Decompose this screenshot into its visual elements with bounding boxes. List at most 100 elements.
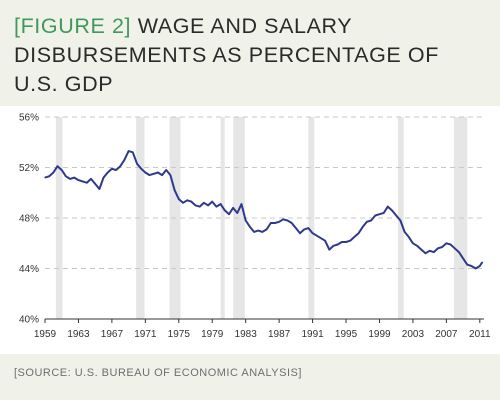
- data-point: [311, 232, 314, 234]
- source-note: [SOURCE: U.S. BUREAU OF ECONOMIC ANALYSI…: [14, 367, 302, 379]
- x-tick-label: 1991: [301, 329, 324, 340]
- data-point: [449, 243, 452, 246]
- data-point: [345, 241, 347, 243]
- data-point: [182, 202, 184, 204]
- data-point: [136, 163, 138, 165]
- data-point: [119, 165, 121, 167]
- data-point: [73, 177, 75, 179]
- data-point: [245, 219, 247, 222]
- data-point: [132, 151, 134, 153]
- data-point: [56, 165, 59, 167]
- data-point: [470, 265, 473, 267]
- recession-band: [136, 117, 145, 319]
- x-tick-label: 1983: [235, 329, 258, 340]
- x-tick-label: 2003: [402, 329, 425, 340]
- data-point: [366, 221, 368, 223]
- data-point: [82, 180, 84, 182]
- data-point: [416, 245, 418, 247]
- data-point: [107, 171, 109, 174]
- data-point: [44, 177, 46, 179]
- data-point: [199, 206, 201, 208]
- series-line: [44, 150, 484, 270]
- title-text: WAGE AND SALARY DISBURSEMENTS AS PERCENT…: [14, 14, 439, 96]
- data-point: [387, 206, 389, 208]
- data-point: [69, 178, 71, 180]
- data-point: [383, 212, 385, 214]
- data-point: [282, 218, 284, 220]
- data-point: [353, 236, 355, 238]
- data-point: [286, 219, 289, 222]
- x-tick-label: 1963: [67, 329, 90, 340]
- data-point: [270, 222, 272, 224]
- data-point: [324, 240, 326, 242]
- data-point: [332, 245, 335, 247]
- data-point: [370, 219, 372, 222]
- data-point: [211, 200, 213, 203]
- data-point: [228, 213, 230, 215]
- data-point: [111, 168, 113, 170]
- data-point: [341, 241, 343, 243]
- x-tick-label: 2011: [469, 329, 491, 340]
- data-point: [253, 231, 255, 233]
- data-point: [299, 232, 301, 234]
- recession-band: [55, 117, 63, 319]
- data-point: [362, 226, 364, 228]
- line-chart: 40% 44% 48% 52% 56% 1959 1963 1967 1971 1975 1979 1…: [19, 113, 491, 341]
- data-point: [257, 230, 259, 232]
- data-point: [153, 173, 155, 175]
- data-point: [303, 228, 305, 230]
- data-point: [90, 178, 92, 180]
- data-point: [399, 219, 401, 222]
- data-point: [408, 236, 410, 238]
- data-point: [77, 179, 80, 181]
- data-point: [320, 237, 322, 239]
- data-point: [157, 171, 159, 174]
- data-point: [249, 226, 251, 228]
- data-point: [165, 169, 167, 171]
- data-point: [140, 168, 142, 170]
- data-point: [316, 235, 318, 237]
- data-point: [337, 243, 339, 246]
- data-point: [61, 169, 63, 171]
- data-point: [475, 267, 477, 270]
- figure-tag: [FIGURE 2]: [14, 14, 132, 38]
- data-point: [203, 202, 205, 204]
- data-point: [437, 247, 439, 249]
- data-point: [412, 242, 414, 244]
- data-point: [186, 199, 188, 201]
- x-tick-label: 1975: [168, 329, 191, 340]
- data-point: [307, 227, 309, 229]
- data-point: [278, 221, 280, 223]
- data-point: [265, 228, 268, 230]
- data-point: [481, 261, 483, 263]
- x-tick-label: 1995: [335, 329, 358, 340]
- x-tick-label: 1987: [268, 329, 291, 340]
- data-point: [403, 231, 406, 233]
- data-point: [98, 188, 100, 190]
- data-point: [224, 209, 226, 212]
- data-point: [194, 204, 197, 206]
- x-tick-label: 1967: [101, 329, 124, 340]
- data-point: [102, 177, 105, 179]
- data-point: [123, 159, 126, 161]
- data-point: [128, 150, 130, 152]
- data-point: [148, 174, 151, 176]
- y-tick-label: 52%: [19, 163, 39, 174]
- data-point: [169, 174, 172, 176]
- data-point: [454, 247, 456, 249]
- data-point: [274, 222, 276, 224]
- data-point: [65, 175, 67, 177]
- data-point: [433, 251, 435, 253]
- data-point: [391, 209, 393, 212]
- data-point: [291, 222, 293, 224]
- x-tick-label: 1971: [134, 329, 157, 340]
- data-point: [295, 227, 297, 229]
- data-point: [94, 183, 96, 185]
- data-point: [144, 171, 146, 174]
- data-point: [215, 206, 218, 208]
- x-tick-label: 1979: [201, 329, 224, 340]
- x-tick-label: 1959: [34, 329, 57, 340]
- recession-band: [220, 117, 225, 319]
- x-tick-label: 2007: [435, 329, 458, 340]
- data-point: [236, 212, 238, 214]
